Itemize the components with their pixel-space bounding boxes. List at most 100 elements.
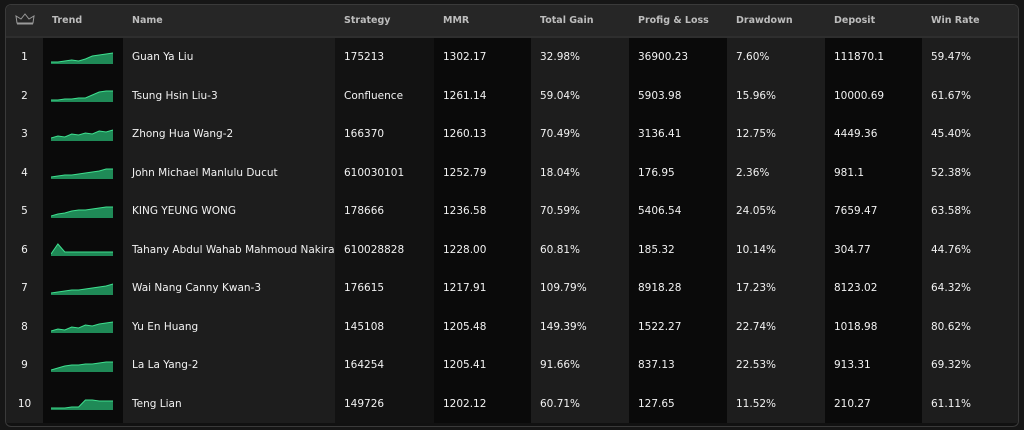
cell: 1302.17 [434,37,531,77]
cell: 70.59% [531,192,629,231]
cell: 185.32 [629,230,727,269]
crown-icon [6,5,43,38]
rank: 6 [6,230,43,269]
sparkline [50,168,113,180]
column-header: Strategy [335,5,434,38]
table-row: 5 KING YEUNG WONG 178666 1236.58 70.59% 5406.… [6,192,1018,231]
table-row: 2 Tsung Hsin Liu-3 Confluence 1261.14 59.04%… [6,76,1018,115]
cell: 149.39% [531,307,629,346]
cell: 18.04% [531,153,629,192]
cell: 1228.00 [434,230,531,269]
sparkline [50,321,114,334]
column-header: Profig & Loss [629,5,727,38]
cell: 60.81% [531,230,629,269]
cell: 1236.58 [434,192,531,231]
cell: 913.31 [825,346,922,385]
trend [43,230,123,269]
cell: 3136.41 [629,115,727,154]
cell: 5903.98 [629,76,727,115]
cell: John Michael Manlulu Ducut [123,153,335,192]
cell: 111870.1 [825,37,922,77]
table-row: 1 Guan Ya Liu 175213 1302.17 32.98% 36900.23 7… [6,37,1018,77]
cell: 52.38% [922,153,1018,192]
cell: Zhong Hua Wang-2 [123,115,335,154]
column-header: Trend [43,5,123,38]
table-row: 9 La La Yang-2 164254 1205.41 91.66% 837.13 22… [6,346,1018,385]
cell: 1202.12 [434,384,531,423]
cell: Wai Nang Canny Kwan-3 [123,269,335,308]
column-header: Total Gain [531,5,629,38]
cell: 24.05% [727,192,825,231]
cell: 176615 [335,269,434,308]
cell: 610028828 [335,230,434,269]
cell: 60.71% [531,384,629,423]
cell: La La Yang-2 [123,346,335,385]
cell: 12.75% [727,115,825,154]
column-header: Deposit [825,5,922,38]
cell: 8123.02 [825,269,922,308]
cell: 61.11% [922,384,1018,423]
sparkline [50,206,113,218]
sparkline [51,90,113,103]
cell: 210.27 [825,384,922,423]
sparkline [50,283,114,295]
cell: 36900.23 [629,37,727,77]
cell: 91.66% [531,346,629,385]
column-header: Name [123,5,335,38]
cell: 32.98% [531,37,629,77]
cell: 1260.13 [434,115,531,154]
cell: 164254 [335,346,434,385]
cell: KING YEUNG WONG [123,192,335,231]
rank: 9 [6,346,43,385]
sparkline [50,129,114,141]
trend [43,192,123,231]
cell: 8918.28 [629,269,727,308]
sparkline [51,52,114,64]
cell: 178666 [335,192,434,231]
trend [43,153,123,192]
rank: 2 [6,76,43,115]
trend [43,37,123,77]
leaderboard: Trend Name Strategy MMR Total Gain Profig & L… [5,4,1019,427]
table-row: 3 Zhong Hua Wang-2 166370 1260.13 70.49% 3136… [6,115,1018,154]
cell: 1205.48 [434,307,531,346]
sparkline [50,243,113,257]
cell: 4449.36 [825,115,922,154]
cell: 304.77 [825,230,922,269]
cell: Yu En Huang [123,307,335,346]
rank: 1 [6,37,43,77]
cell: 109.79% [531,269,629,308]
cell: 69.32% [922,346,1018,385]
cell: 7.60% [727,37,825,77]
cell: 145108 [335,307,434,346]
cell: 610030101 [335,153,434,192]
cell: 149726 [335,384,434,423]
cell: 175213 [335,37,434,77]
column-header: Drawdown [727,5,825,38]
cell: 1205.41 [434,346,531,385]
rank: 5 [6,192,43,231]
table-row: 6 Tahany Abdul Wahab Mahmoud Nakira-2 6100… [6,230,1018,269]
header-row: Trend Name Strategy MMR Total Gain Profig & L… [6,5,1018,38]
cell: 5406.54 [629,192,727,231]
cell: 17.23% [727,269,825,308]
cell: 44.76% [922,230,1018,269]
cell: Teng Lian [123,384,335,423]
table-row: 8 Yu En Huang 145108 1205.48 149.39% 1522.27 2… [6,307,1018,346]
column-header: MMR [434,5,531,38]
cell: 10000.69 [825,76,922,115]
cell: 59.04% [531,76,629,115]
sparkline [51,399,113,411]
trend [43,76,123,115]
rank: 10 [6,384,43,423]
cell: 1261.14 [434,76,531,115]
table-row: 7 Wai Nang Canny Kwan-3 176615 1217.91 109.7… [6,269,1018,308]
cell: 11.52% [727,384,825,423]
table-row: 4 John Michael Manlulu Ducut 610030101 1252… [6,153,1018,192]
cell: Tahany Abdul Wahab Mahmoud Nakira-2 [123,230,335,269]
cell: 2.36% [727,153,825,192]
sparkline [50,361,113,372]
cell: 1522.27 [629,307,727,346]
cell: 7659.47 [825,192,922,231]
cell: 1252.79 [434,153,531,192]
